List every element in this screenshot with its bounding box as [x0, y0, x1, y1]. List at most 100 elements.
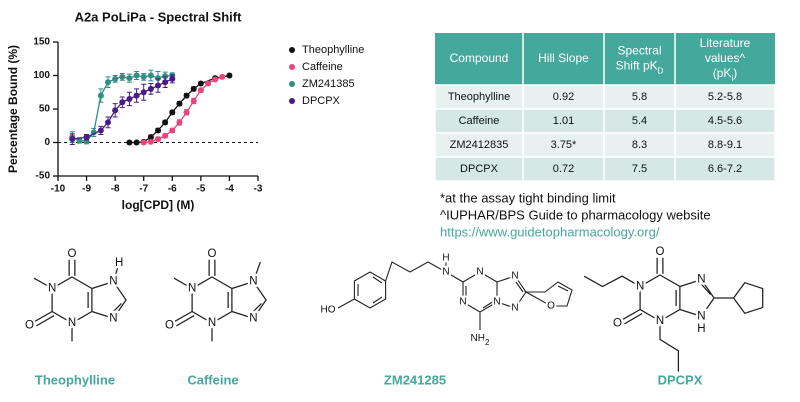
atom-label: HO [321, 305, 336, 316]
y-tick-label: -50 [36, 171, 51, 182]
legend-marker [289, 98, 295, 104]
point [83, 134, 90, 141]
header-text: Hill Slope [538, 51, 589, 65]
structure: O O N N N N H [583, 244, 764, 372]
point [155, 82, 161, 89]
point [126, 95, 133, 102]
atom-label: O [208, 248, 217, 260]
atom-label: N [493, 297, 500, 308]
table-cell: ZM2412835 [450, 139, 509, 151]
point [212, 76, 219, 83]
note: ^IUPHAR/BPS Guide to pharmacology websit… [440, 207, 711, 222]
header-text: Spectral [617, 44, 661, 58]
legend-marker [289, 64, 295, 70]
point [147, 134, 154, 141]
table-row [434, 84, 776, 110]
atom-label: N [68, 317, 76, 329]
plot: -50 0 50 100 150 -10 -9 -8 -7 -6 -5 -4 -3 Theophyllin… [33, 37, 364, 195]
point [105, 79, 111, 86]
point [97, 127, 104, 134]
atom-label: N [109, 312, 117, 324]
atom-label: N [476, 267, 483, 278]
note: *at the assay tight binding limit [440, 190, 616, 205]
header-text: Literature [700, 36, 751, 50]
y-tick-label: 0 [44, 137, 50, 148]
header-text: values^ [705, 51, 746, 65]
table-cell: 5.8 [632, 91, 647, 103]
legend-label: Caffeine [302, 61, 343, 73]
atom-label: O [547, 301, 555, 312]
point [197, 80, 204, 87]
atom-label: N [459, 297, 466, 308]
point [162, 73, 169, 80]
atom-label: N [188, 283, 196, 295]
point [105, 119, 111, 126]
point [140, 139, 147, 146]
point [126, 139, 133, 146]
x-tick-label: -7 [139, 184, 148, 195]
structure: H N N N N N N O HO NH2 [319, 251, 573, 349]
legend-marker [289, 81, 295, 87]
point [155, 75, 161, 82]
header-text: Shift pK [616, 59, 658, 73]
link[interactable]: https://www.guidetopharmacology.org/ [440, 224, 660, 239]
table-header-cell: Literature values^ (pKi) [700, 36, 751, 82]
atom-label: N [511, 303, 518, 314]
point [126, 75, 133, 82]
point [155, 127, 161, 134]
header-text: ) [733, 66, 737, 80]
atom-label: O [25, 319, 34, 331]
structure-name: ZM241285 [384, 372, 446, 387]
point [97, 92, 104, 99]
table-cell: 8.8-9.1 [708, 139, 742, 151]
table-header-cell: Spectral Shift pKD [616, 44, 664, 75]
atom-label: H [697, 323, 705, 335]
x-tick-label: -8 [111, 184, 120, 195]
point [183, 92, 190, 99]
point [140, 89, 147, 96]
structure-name: DPCPX [658, 372, 703, 387]
table-cell: 1.01 [553, 115, 574, 127]
point [197, 87, 204, 94]
atom-label: O [68, 248, 77, 260]
table-cell: 0.72 [553, 163, 574, 175]
point [133, 139, 140, 146]
table-cell: 0.92 [553, 91, 574, 103]
point [133, 92, 140, 99]
y-tick-label: 100 [33, 70, 50, 81]
table-cell: Caffeine [459, 115, 500, 127]
point [205, 80, 211, 87]
x-axis-label: log[CPD] (M) [122, 198, 195, 212]
table-cell: 7.5 [632, 163, 647, 175]
atom-label: O [165, 319, 174, 331]
point [169, 75, 176, 82]
x-tick-label: -3 [254, 184, 263, 195]
legend-marker [289, 47, 295, 53]
point [169, 109, 176, 116]
x-tick-label: -6 [168, 184, 177, 195]
table-cell: 3.75* [551, 139, 577, 151]
point [69, 136, 76, 143]
atom-label: H [115, 257, 123, 269]
y-tick-label: 150 [33, 37, 50, 48]
atom-label: N [697, 274, 705, 286]
legend-label: DPCPX [302, 95, 341, 107]
legend-label: ZM241385 [302, 78, 355, 90]
table-cell: Theophylline [448, 91, 510, 103]
atom-label: H [442, 253, 449, 264]
table-header-cell: Hill Slope [538, 51, 589, 65]
point [176, 100, 183, 107]
atom-label: O [656, 246, 665, 258]
x-tick-label: -4 [225, 184, 234, 195]
x-tick-label: -5 [196, 184, 205, 195]
atom-label: N [249, 276, 257, 288]
atom-label: N [208, 317, 216, 329]
series-line [129, 74, 230, 144]
legend-label: Theophylline [302, 44, 364, 56]
table-cell: 4.5-5.6 [708, 115, 742, 127]
point [112, 107, 119, 114]
atom-label: N [249, 312, 257, 324]
table-header [435, 33, 775, 85]
table-cell: 5.4 [632, 115, 647, 127]
atom-label: N [48, 283, 56, 295]
